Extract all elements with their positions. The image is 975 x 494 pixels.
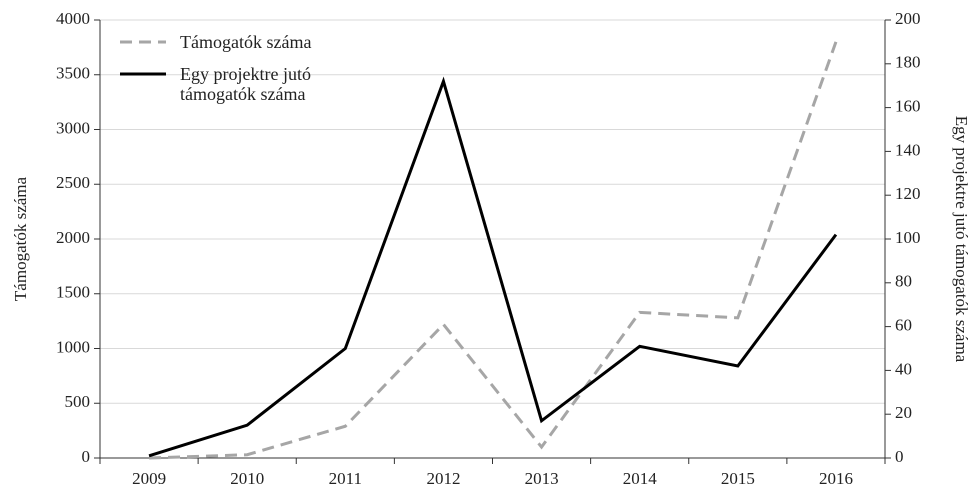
- y2-tick-label: 200: [895, 9, 921, 28]
- x-tick-label: 2011: [329, 469, 362, 488]
- legend-item: Egy projektre jutó támogatók száma: [120, 64, 370, 104]
- x-tick-label: 2012: [426, 469, 460, 488]
- y2-tick-label: 100: [895, 228, 921, 247]
- y2-tick-label: 40: [895, 359, 912, 378]
- y-tick-label: 0: [82, 447, 91, 466]
- x-tick-label: 2016: [819, 469, 853, 488]
- x-tick-label: 2010: [230, 469, 264, 488]
- line-series: [149, 41, 838, 460]
- y-tick-label: 2000: [56, 228, 90, 247]
- y2-axis-label: Egy projektre jutó támogatók száma: [952, 116, 971, 363]
- x-tick-label: 2009: [132, 469, 166, 488]
- legend-swatch: [120, 40, 166, 44]
- y2-tick-label: 60: [895, 316, 912, 335]
- y-tick-label: 4000: [56, 9, 90, 28]
- x-tick-label: 2014: [623, 469, 658, 488]
- legend-label: Támogatók száma: [180, 32, 312, 52]
- line-series: [148, 76, 838, 458]
- legend-swatch: [120, 72, 166, 76]
- y2-tick-label: 160: [895, 97, 921, 116]
- y2-tick-label: 0: [895, 447, 904, 466]
- x-tick-label: 2013: [525, 469, 559, 488]
- y2-tick-label: 120: [895, 184, 921, 203]
- legend: Támogatók száma Egy projektre jutó támoga…: [120, 32, 370, 116]
- y-tick-label: 1500: [56, 283, 90, 302]
- y-tick-label: 2500: [56, 173, 90, 192]
- legend-item: Támogatók száma: [120, 32, 370, 52]
- y2-tick-label: 180: [895, 53, 921, 72]
- y-tick-label: 1000: [56, 337, 90, 356]
- y2-tick-label: 20: [895, 403, 912, 422]
- y-tick-label: 3000: [56, 118, 90, 137]
- y-axis-label: Támogatók száma: [11, 176, 30, 301]
- legend-label: Egy projektre jutó támogatók száma: [180, 64, 311, 104]
- y2-tick-label: 140: [895, 140, 921, 159]
- x-tick-label: 2015: [721, 469, 755, 488]
- y2-tick-label: 80: [895, 272, 912, 291]
- y-tick-label: 3500: [56, 64, 90, 83]
- y-tick-label: 500: [65, 392, 91, 411]
